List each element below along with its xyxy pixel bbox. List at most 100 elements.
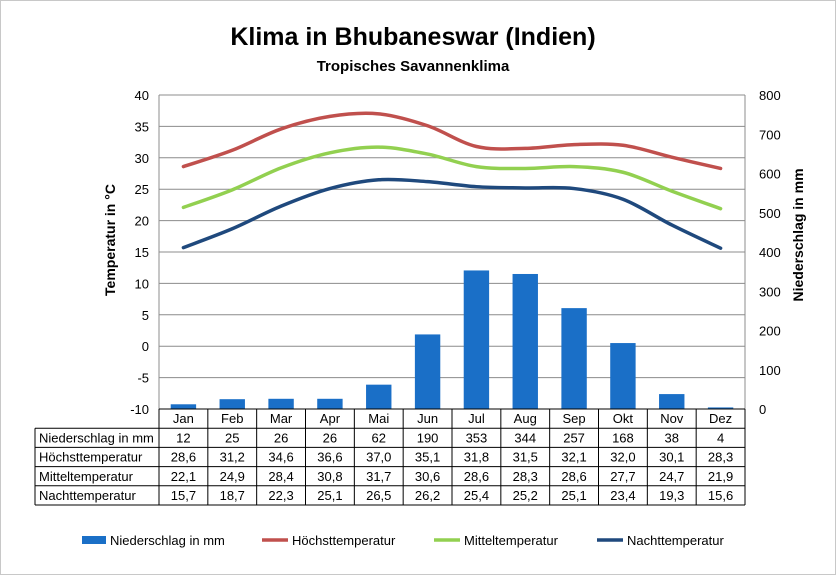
table-cell: 257 [563,430,585,445]
table-cell: 26,5 [366,488,391,503]
legend-label: Höchsttemperatur [292,533,396,548]
y2-tick-label: 500 [759,206,781,221]
y-tick-label: 0 [142,339,149,354]
month-label: Feb [221,411,243,426]
precipitation-bar [610,343,636,409]
y-tick-label: 35 [135,119,149,134]
table-cell: 25 [225,430,239,445]
y2-tick-label: 400 [759,245,781,260]
y-axis-label: Temperatur in °C [102,184,118,296]
table-cell: 35,1 [415,450,440,465]
table-cell: 26,2 [415,488,440,503]
precipitation-bar [659,394,685,409]
axes: 40 35 30 25 20 15 10 5 0 -5 -10 800 700 600 500 400 300 2… [130,88,781,417]
temperature-line [181,177,723,250]
y2-tick-label: 700 [759,127,781,142]
precipitation-bar [463,270,490,409]
y2-tick-label: 800 [759,88,781,103]
y-tick-label: 25 [135,182,149,197]
table-cell: 25,1 [561,488,586,503]
y2-tick-label: 0 [759,402,766,417]
month-label: Jan [173,411,194,426]
month-label: Nov [660,411,684,426]
table-cell: 28,6 [561,469,586,484]
table-cell: 31,2 [220,450,245,465]
precipitation-bar [268,398,294,409]
y2-tick-label: 600 [759,167,781,182]
month-label: Mar [270,411,293,426]
temperature-line [181,145,723,211]
table-cell: 27,7 [610,469,635,484]
chart-title: Klima in Bhubaneswar (Indien) [230,23,595,51]
y-tick-label: 30 [135,151,149,166]
precipitation-bar [561,308,587,409]
precipitation-bar [219,399,245,409]
table-cell: 4 [717,430,724,445]
temperature-line [181,111,723,171]
table-cell: 36,6 [317,450,342,465]
table-row-header: Niederschlag in mm [39,430,154,445]
legend-swatch [82,536,106,544]
table-row-header: Mitteltemperatur [39,469,134,484]
legend-label: Mitteltemperatur [464,533,559,548]
y-tick-label: 20 [135,214,149,229]
month-label: Jul [468,411,485,426]
table-cell: 12 [176,430,190,445]
y-tick-label: 40 [135,88,149,103]
table-cell: 62 [372,430,386,445]
temperature-lines [181,111,723,250]
table-cell: 25,4 [464,488,489,503]
y2-tick-label: 300 [759,284,781,299]
table-cell: 344 [514,430,536,445]
table-row-header: Höchsttemperatur [39,450,143,465]
table-cell: 34,6 [268,450,293,465]
precipitation-bars [170,270,734,409]
y2-axis-label: Niederschlag in mm [790,168,806,301]
table-cell: 26 [323,430,337,445]
y-tick-label: 10 [135,276,149,291]
table-cell: 25,1 [317,488,342,503]
month-label: Apr [320,411,341,426]
table-cell: 28,3 [708,450,733,465]
table-cell: 168 [612,430,634,445]
y-tick-label: 15 [135,245,149,260]
table-cell: 37,0 [366,450,391,465]
month-label: Okt [613,411,634,426]
table-cell: 28,4 [268,469,293,484]
chart-subtitle: Tropisches Savannenklima [317,58,510,75]
table-cell: 28,3 [513,469,538,484]
precipitation-bar [414,334,441,409]
month-label: Sep [563,411,586,426]
table-cell: 28,6 [464,469,489,484]
table-cell: 15,7 [171,488,196,503]
table-cell: 32,0 [610,450,635,465]
table-cell: 30,1 [659,450,684,465]
table-cell: 28,6 [171,450,196,465]
table-cell: 18,7 [220,488,245,503]
grid-lines [159,94,745,410]
table-cell: 19,3 [659,488,684,503]
table-cell: 25,2 [513,488,538,503]
table-cell: 23,4 [610,488,635,503]
table-cell: 26 [274,430,288,445]
table-cell: 24,7 [659,469,684,484]
table-cell: 22,3 [268,488,293,503]
precipitation-bar [512,273,538,409]
precipitation-bar [170,404,197,409]
table-cell: 21,9 [708,469,733,484]
table-cell: 31,5 [513,450,538,465]
table-cell: 38 [665,430,679,445]
legend-label: Niederschlag in mm [110,533,225,548]
y-tick-label: -10 [130,402,149,417]
table-row-header: Nachttemperatur [39,488,136,503]
y2-tick-label: 200 [759,324,781,339]
precipitation-bar [317,398,343,409]
y2-tick-label: 100 [759,363,781,378]
table-cell: 32,1 [561,450,586,465]
month-label: Mai [368,411,389,426]
table-cell: 30,8 [317,469,342,484]
legend: Niederschlag in mm Höchsttemperatur Mittel… [82,533,724,548]
y-tick-label: 5 [142,308,149,323]
table-cell: 353 [466,430,488,445]
